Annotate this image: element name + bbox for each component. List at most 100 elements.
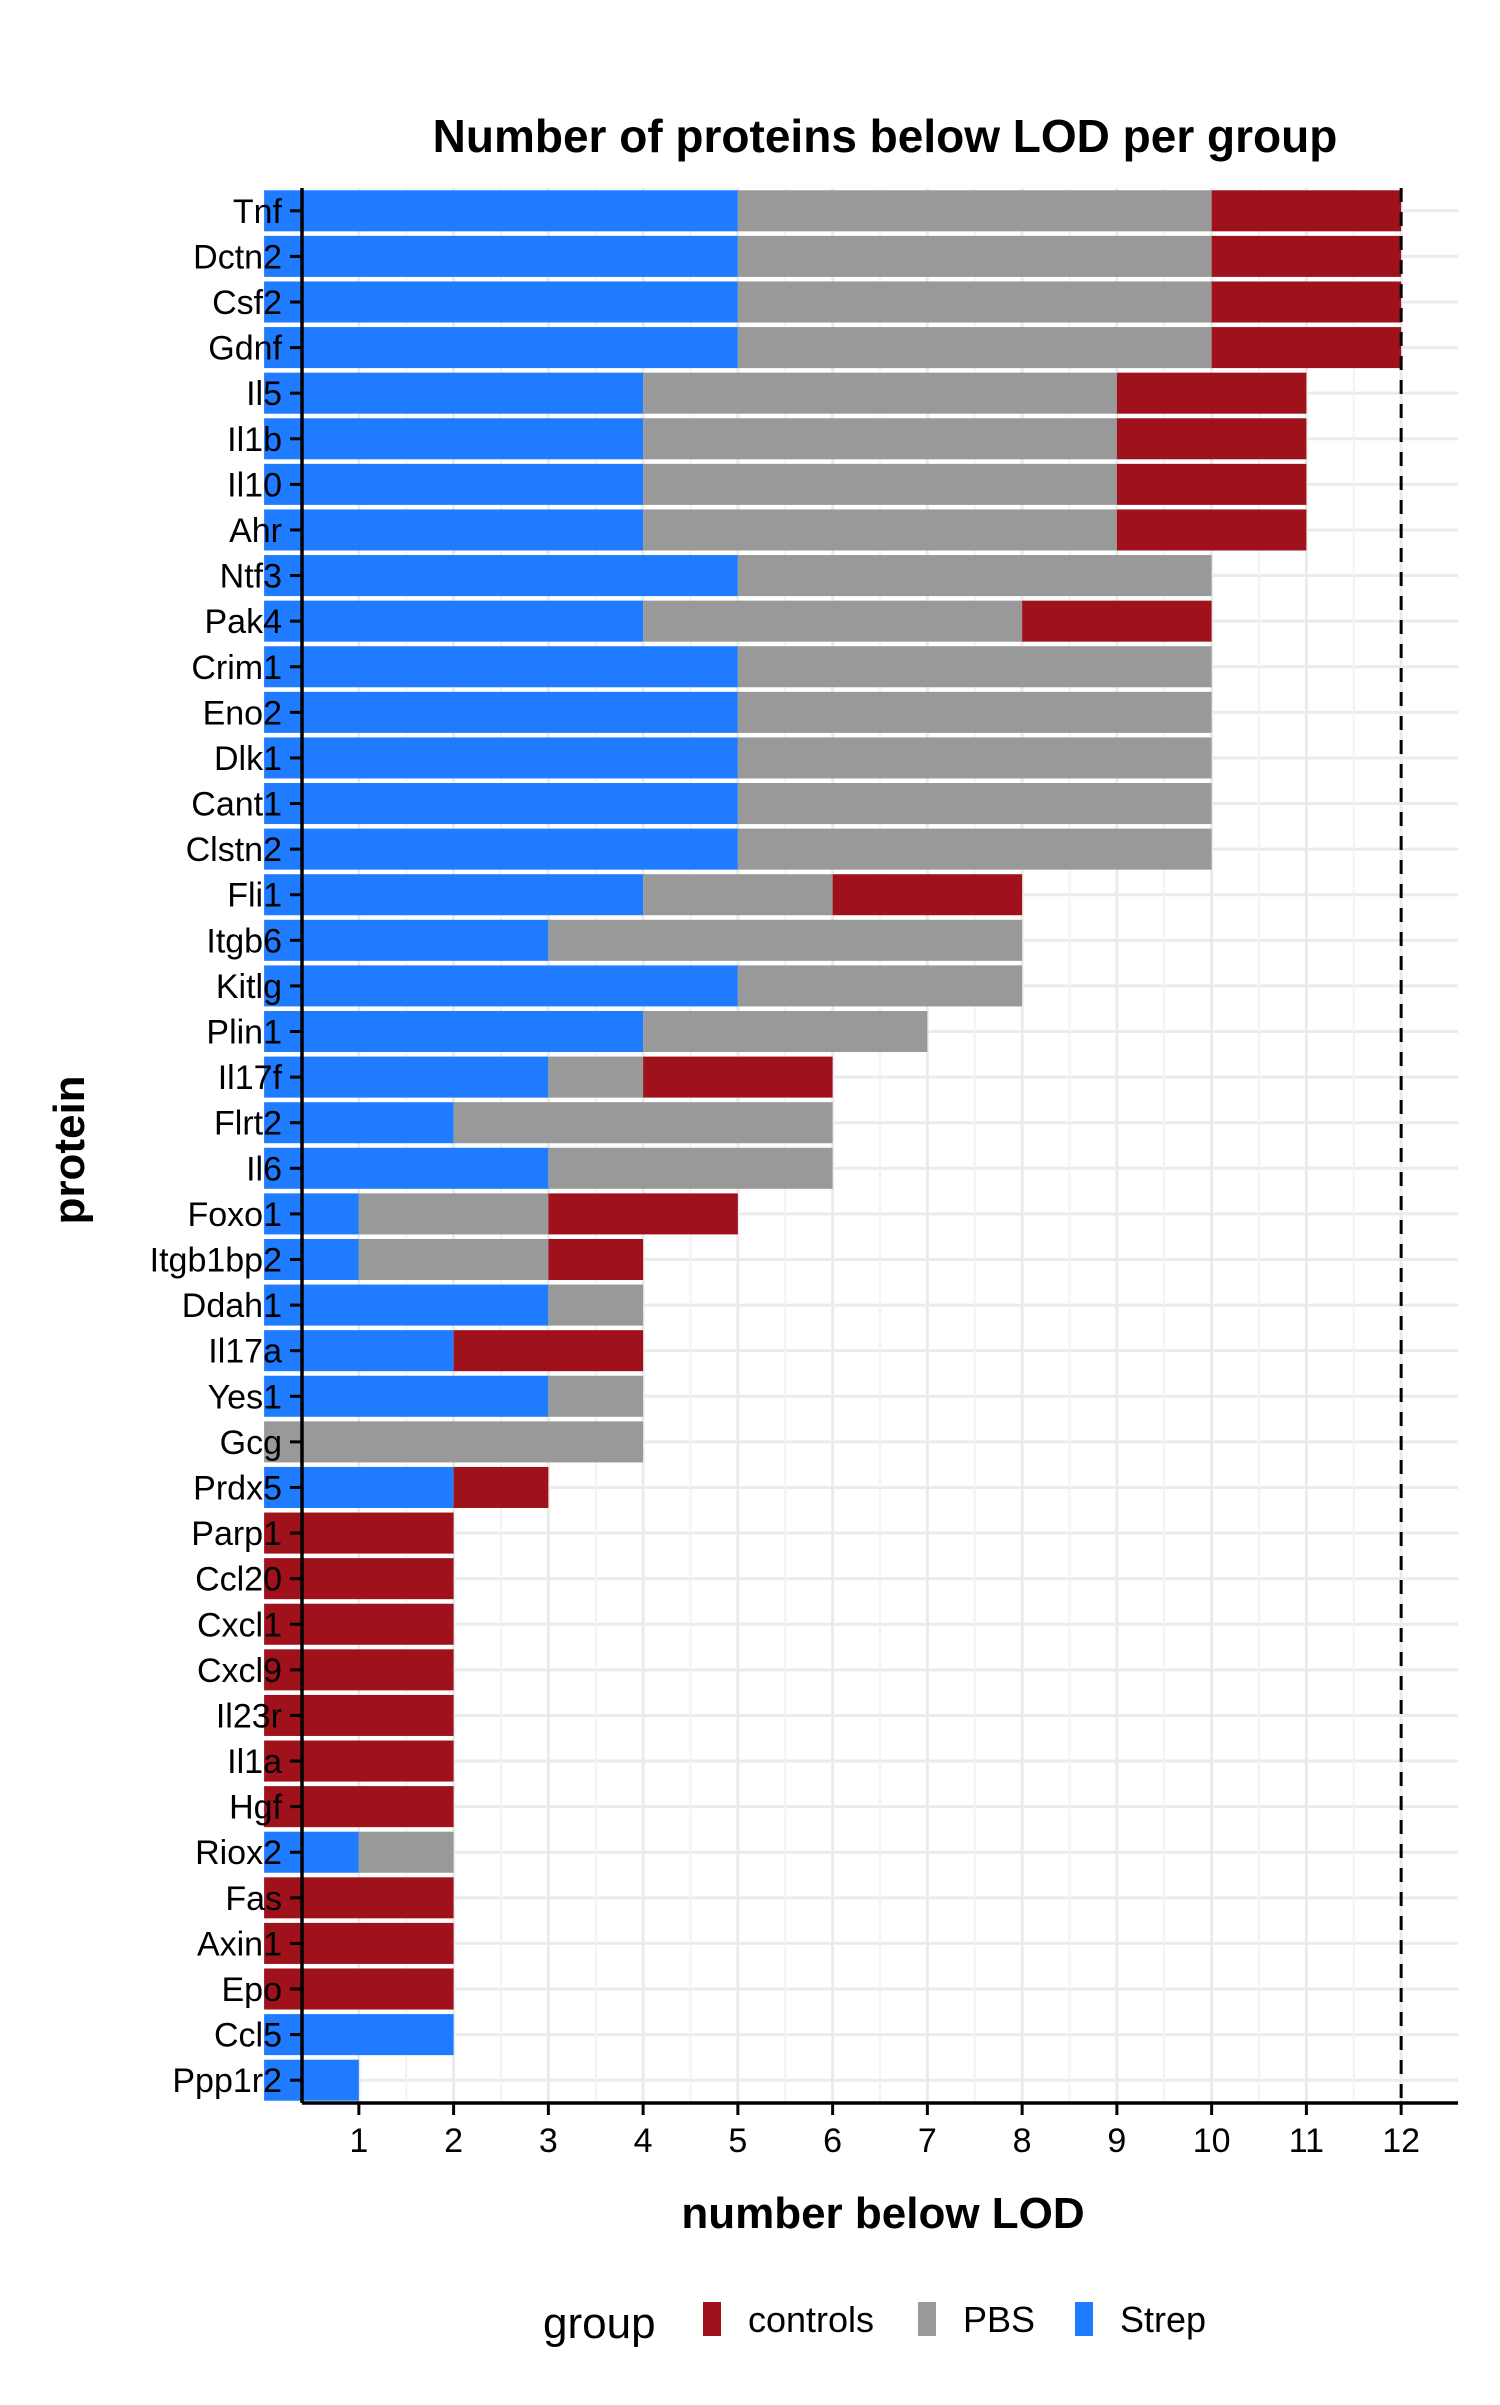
bar-controls-gdnf: [1211, 327, 1402, 369]
y-axis-label: protein: [45, 1075, 94, 1224]
x-tick-label: 12: [1382, 2122, 1420, 2160]
bar-controls-pak4: [1022, 600, 1212, 642]
y-tick-label: Riox2: [195, 1834, 282, 1872]
bar-pbs-dlk1: [737, 737, 1212, 779]
y-tick-label: Clstn2: [186, 831, 282, 869]
bar-pbs-gdnf: [737, 327, 1212, 369]
x-tick-label: 5: [728, 2122, 747, 2160]
x-tick-label: 4: [634, 2122, 653, 2160]
x-tick-label: 10: [1193, 2122, 1231, 2160]
bar-strep-ahr: [264, 509, 644, 551]
y-tick-label: Fas: [225, 1880, 282, 1918]
y-tick-label: Cxcl1: [197, 1606, 282, 1644]
bar-strep-il17f: [264, 1056, 549, 1098]
bar-controls-ahr: [1116, 509, 1307, 551]
bar-pbs-cant1: [737, 783, 1212, 825]
legend-key-pbs: [918, 2302, 936, 2336]
y-tick-label: Foxo1: [188, 1196, 283, 1234]
y-tick-label: Il1b: [227, 421, 282, 459]
bar-strep-tnf: [264, 190, 738, 232]
bar-pbs-itgb6: [548, 919, 1023, 961]
bar-strep-itgb6: [264, 919, 549, 961]
bar-pbs-crim1: [737, 646, 1212, 688]
bar-pbs-riox2: [358, 1831, 454, 1873]
bar-controls-foxo1: [548, 1193, 738, 1235]
y-tick-label: Pak4: [205, 603, 283, 641]
bar-pbs-flrt2: [453, 1102, 833, 1144]
bar-pbs-foxo1: [358, 1193, 549, 1235]
bar-strep-il6: [264, 1147, 549, 1189]
y-tick-label: Ppp1r2: [172, 2062, 282, 2100]
bar-pbs-itgb1bp2: [358, 1238, 549, 1281]
y-tick-label: Itgb6: [206, 922, 282, 960]
bar-strep-ntf3: [264, 555, 738, 597]
bar-strep-fli1: [264, 874, 644, 916]
bar-pbs-kitlg: [737, 965, 1023, 1007]
bar-strep-il1b: [264, 418, 644, 460]
axes: Tnf Dctn2 Csf2 Gdnf Il5 Il1b Il10 Ahr Ntf3 Pak4 Cr…: [150, 188, 1458, 2160]
bar-strep-yes1: [264, 1375, 549, 1417]
bar-strep-il5: [264, 372, 644, 414]
y-tick-label: Parp1: [191, 1515, 282, 1553]
y-tick-label: Prdx5: [193, 1469, 282, 1507]
legend-label-strep: Strep: [1120, 2299, 1206, 2340]
bar-strep-gdnf: [264, 327, 738, 369]
y-tick-label: Yes1: [208, 1378, 282, 1416]
bar-strep-crim1: [264, 646, 738, 688]
bar-pbs-csf2: [737, 281, 1212, 323]
bar-pbs-ntf3: [737, 555, 1212, 597]
bar-controls-tnf: [1211, 190, 1402, 232]
bar-strep-kitlg: [264, 965, 738, 1007]
y-tick-label: Eno2: [203, 694, 282, 732]
y-tick-label: Fli1: [227, 877, 282, 915]
bar-pbs-clstn2: [737, 828, 1212, 870]
y-tick-label: Cxcl9: [197, 1652, 282, 1690]
bar-pbs-yes1: [548, 1375, 644, 1417]
bar-strep-il10: [264, 463, 644, 505]
y-tick-label: Csf2: [212, 284, 282, 322]
bar-controls-il17f: [643, 1056, 833, 1098]
chart-title: Number of proteins below LOD per group: [433, 110, 1338, 162]
bar-pbs-il17f: [548, 1056, 644, 1098]
y-tick-label: Ccl20: [195, 1561, 282, 1599]
y-tick-label: Il1a: [227, 1743, 282, 1781]
y-tick-label: Il6: [246, 1150, 282, 1188]
bar-pbs-plin1: [643, 1010, 928, 1053]
bar-pbs-il10: [643, 463, 1117, 505]
bars: [264, 190, 1402, 2101]
bar-controls-il10: [1116, 463, 1307, 505]
y-tick-label: Itgb1bp2: [150, 1241, 282, 1279]
x-tick-label: 3: [539, 2122, 558, 2160]
legend-key-controls: [703, 2302, 721, 2336]
bar-pbs-ahr: [643, 509, 1117, 551]
y-tick-label: Il17f: [218, 1059, 283, 1097]
bar-controls-prdx5: [453, 1466, 549, 1508]
bar-controls-csf2: [1211, 281, 1402, 323]
bar-pbs-il6: [548, 1147, 833, 1189]
bar-strep-ppp1r2: [264, 2059, 359, 2101]
x-tick-label: 6: [823, 2122, 842, 2160]
y-tick-label: Il10: [227, 466, 282, 504]
y-tick-label: Gcg: [220, 1424, 282, 1462]
bar-pbs-pak4: [643, 600, 1023, 642]
bar-strep-riox2: [264, 1831, 359, 1873]
bar-strep-pak4: [264, 600, 644, 642]
y-tick-label: Cant1: [191, 786, 282, 824]
bar-controls-il17a: [453, 1330, 644, 1372]
bar-strep-cant1: [264, 783, 738, 825]
legend-label-controls: controls: [748, 2299, 874, 2340]
y-tick-label: Axin1: [197, 1925, 282, 1963]
bar-pbs-ddah1: [548, 1284, 644, 1326]
bar-pbs-dctn2: [737, 235, 1212, 277]
x-tick-label: 9: [1107, 2122, 1126, 2160]
bar-strep-foxo1: [264, 1193, 359, 1235]
legend-title: group: [543, 2299, 656, 2348]
bar-controls-itgb1bp2: [548, 1238, 644, 1281]
bar-strep-ddah1: [264, 1284, 549, 1326]
bar-strep-dctn2: [264, 235, 738, 277]
y-tick-label: Ahr: [229, 512, 282, 550]
y-tick-label: Il17a: [208, 1333, 282, 1371]
x-tick-label: 8: [1013, 2122, 1032, 2160]
